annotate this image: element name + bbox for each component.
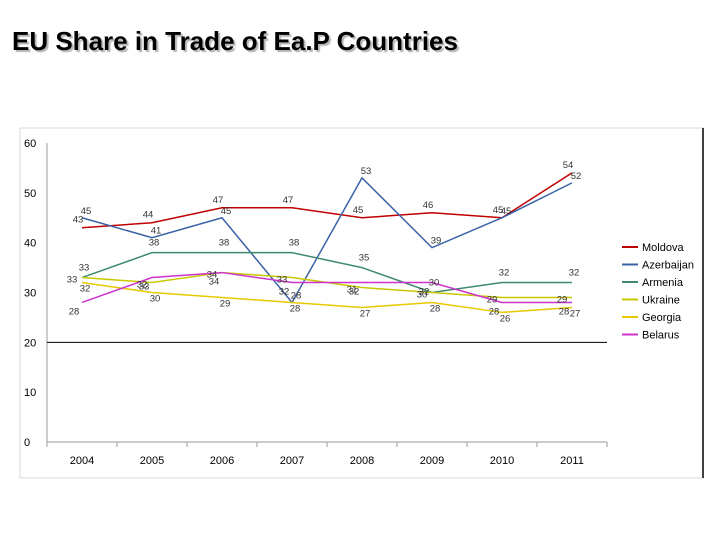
data-label-azerbaijan: 45 <box>501 206 512 217</box>
series-line-georgia <box>81 281 573 314</box>
data-label-azerbaijan: 53 <box>361 166 372 177</box>
data-label-moldova: 43 <box>73 215 84 226</box>
data-label-moldova: 45 <box>353 205 364 216</box>
data-label-moldova: 44 <box>143 210 154 221</box>
data-label-armenia: 38 <box>219 238 230 249</box>
chart-frame <box>19 127 704 479</box>
slide-title: EU Share in Trade of Ea.P Countries <box>12 26 458 56</box>
data-label-armenia: 33 <box>79 263 90 274</box>
data-label-armenia: 38 <box>149 238 160 249</box>
data-label-armenia: 32 <box>499 268 510 279</box>
x-tick-label: 2007 <box>280 455 304 467</box>
data-label-georgia: 26 <box>500 313 511 324</box>
data-label-moldova: 47 <box>213 195 224 206</box>
data-label-ukraine: 29 <box>487 294 498 305</box>
data-label-moldova: 54 <box>563 160 574 171</box>
legend-label-armenia: Armenia <box>642 277 684 289</box>
data-label-ukraine: 33 <box>277 275 288 286</box>
series-line-moldova <box>81 172 573 229</box>
data-label-georgia: 27 <box>360 308 371 319</box>
y-tick-label: 10 <box>24 387 36 399</box>
data-label-georgia: 28 <box>430 303 441 314</box>
legend-label-belarus: Belarus <box>642 330 680 342</box>
x-tick-label: 2011 <box>560 455 584 467</box>
data-label-azerbaijan: 45 <box>221 206 232 217</box>
legend-label-georgia: Georgia <box>642 312 682 324</box>
x-tick-label: 2009 <box>420 455 444 467</box>
data-label-azerbaijan: 45 <box>81 206 92 217</box>
data-label-belarus: 28 <box>489 306 500 317</box>
data-label-moldova: 46 <box>423 200 434 211</box>
data-label-azerbaijan: 39 <box>431 236 442 247</box>
data-label-ukraine: 29 <box>557 294 568 305</box>
data-label-georgia: 32 <box>80 284 91 295</box>
data-label-armenia: 32 <box>569 268 580 279</box>
legend-label-ukraine: Ukraine <box>642 295 680 307</box>
data-label-armenia: 35 <box>359 253 370 264</box>
data-label-moldova: 47 <box>283 195 294 206</box>
x-tick-label: 2008 <box>350 455 374 467</box>
data-label-moldova: 45 <box>493 205 504 216</box>
y-tick-label: 30 <box>24 288 36 300</box>
data-label-belarus: 28 <box>559 306 570 317</box>
x-tick-label: 2004 <box>70 455 94 467</box>
data-label-armenia: 38 <box>289 238 300 249</box>
y-tick-label: 60 <box>24 138 36 150</box>
data-label-ukraine: 32 <box>137 280 148 291</box>
data-label-belarus: 32 <box>279 287 290 298</box>
data-label-azerbaijan: 28 <box>291 290 302 301</box>
data-label-belarus: 32 <box>349 287 360 298</box>
data-label-georgia: 30 <box>150 294 161 305</box>
data-label-georgia: 29 <box>220 298 231 309</box>
data-label-ukraine: 30 <box>417 290 428 301</box>
series-line-armenia <box>81 251 572 294</box>
y-tick-label: 50 <box>24 188 36 200</box>
data-label-ukraine: 33 <box>67 275 78 286</box>
x-tick-label: 2005 <box>140 455 164 467</box>
data-label-ukraine: 31 <box>347 285 358 296</box>
legend-label-azerbaijan: Azerbaijan <box>642 260 694 272</box>
legend-label-moldova: Moldova <box>642 242 684 254</box>
data-label-belarus: 33 <box>139 282 150 293</box>
data-label-georgia: 28 <box>290 303 301 314</box>
data-label-armenia: 30 <box>429 278 440 289</box>
data-label-azerbaijan: 41 <box>151 226 162 237</box>
data-label-belarus: 32 <box>419 287 430 298</box>
data-label-azerbaijan: 52 <box>571 171 582 182</box>
y-tick-label: 0 <box>24 437 30 449</box>
series-line-belarus <box>81 271 572 304</box>
y-tick-label: 40 <box>24 238 36 250</box>
data-label-belarus: 34 <box>209 277 220 288</box>
series-line-azerbaijan <box>81 176 573 304</box>
data-label-ukraine: 34 <box>207 270 218 281</box>
x-tick-label: 2010 <box>490 455 514 467</box>
data-label-georgia: 27 <box>570 308 581 319</box>
x-tick-label: 2006 <box>210 455 234 467</box>
y-tick-label: 20 <box>24 337 36 349</box>
data-label-belarus: 28 <box>69 306 80 317</box>
